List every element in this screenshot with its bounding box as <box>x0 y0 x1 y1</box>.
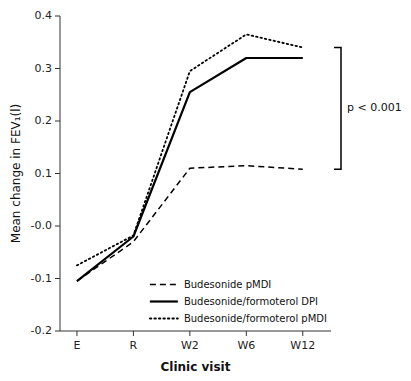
x-tick-label: R <box>130 339 138 352</box>
y-tick <box>55 121 60 122</box>
annotation: p < 0.001 <box>334 48 402 170</box>
y-tick <box>55 331 60 332</box>
series-line <box>77 166 303 281</box>
legend-swatch <box>150 300 178 302</box>
x-tick <box>189 331 190 336</box>
y-tick <box>55 16 60 17</box>
x-axis-label: Clinic visit <box>161 360 231 374</box>
legend: Budesonide pMDI Budesonide/formoterol DPI… <box>150 279 327 324</box>
series-line <box>77 34 303 265</box>
x-axis: E R W2 W6 W12 <box>60 331 331 352</box>
y-tick-label: 0.1 <box>35 167 53 180</box>
y-tick <box>55 68 60 69</box>
y-tick-label: -0.0 <box>31 219 52 232</box>
legend-swatch <box>150 284 178 286</box>
y-axis-label: Mean change in FEV₁(l) <box>9 104 23 243</box>
legend-label: Budesonide/formoterol DPI <box>184 296 318 307</box>
x-tick <box>133 331 134 336</box>
legend-swatch <box>150 318 178 320</box>
bracket <box>334 48 341 170</box>
x-tick-label: W2 <box>181 339 199 352</box>
x-tick <box>246 331 247 336</box>
x-axis-line <box>60 331 331 332</box>
annotation-text: p < 0.001 <box>347 101 402 114</box>
x-tick-label: E <box>73 339 80 352</box>
x-tick <box>302 331 303 336</box>
y-tick-label: 0.4 <box>35 9 53 22</box>
x-tick <box>76 331 77 336</box>
y-tick-label: -0.2 <box>31 324 52 337</box>
y-tick <box>55 278 60 279</box>
x-tick-label: W6 <box>237 339 255 352</box>
legend-label: Budesonide/formoterol pMDI <box>184 313 327 324</box>
y-tick <box>55 226 60 227</box>
legend-label: Budesonide pMDI <box>184 279 271 290</box>
x-tick-label: W12 <box>290 339 315 352</box>
y-axis-line <box>60 16 61 331</box>
y-tick-label: 0.2 <box>35 114 53 127</box>
y-tick-label: -0.1 <box>31 272 52 285</box>
y-tick <box>55 173 60 174</box>
y-axis: -0.2 -0.1 -0.0 0.1 0.2 0.3 0.4 <box>31 9 60 337</box>
plot-area <box>77 34 303 281</box>
chart: -0.2 -0.1 -0.0 0.1 0.2 0.3 0.4 E R W2 W6 W12 Clinic … <box>0 0 411 381</box>
y-tick-label: 0.3 <box>35 62 53 75</box>
